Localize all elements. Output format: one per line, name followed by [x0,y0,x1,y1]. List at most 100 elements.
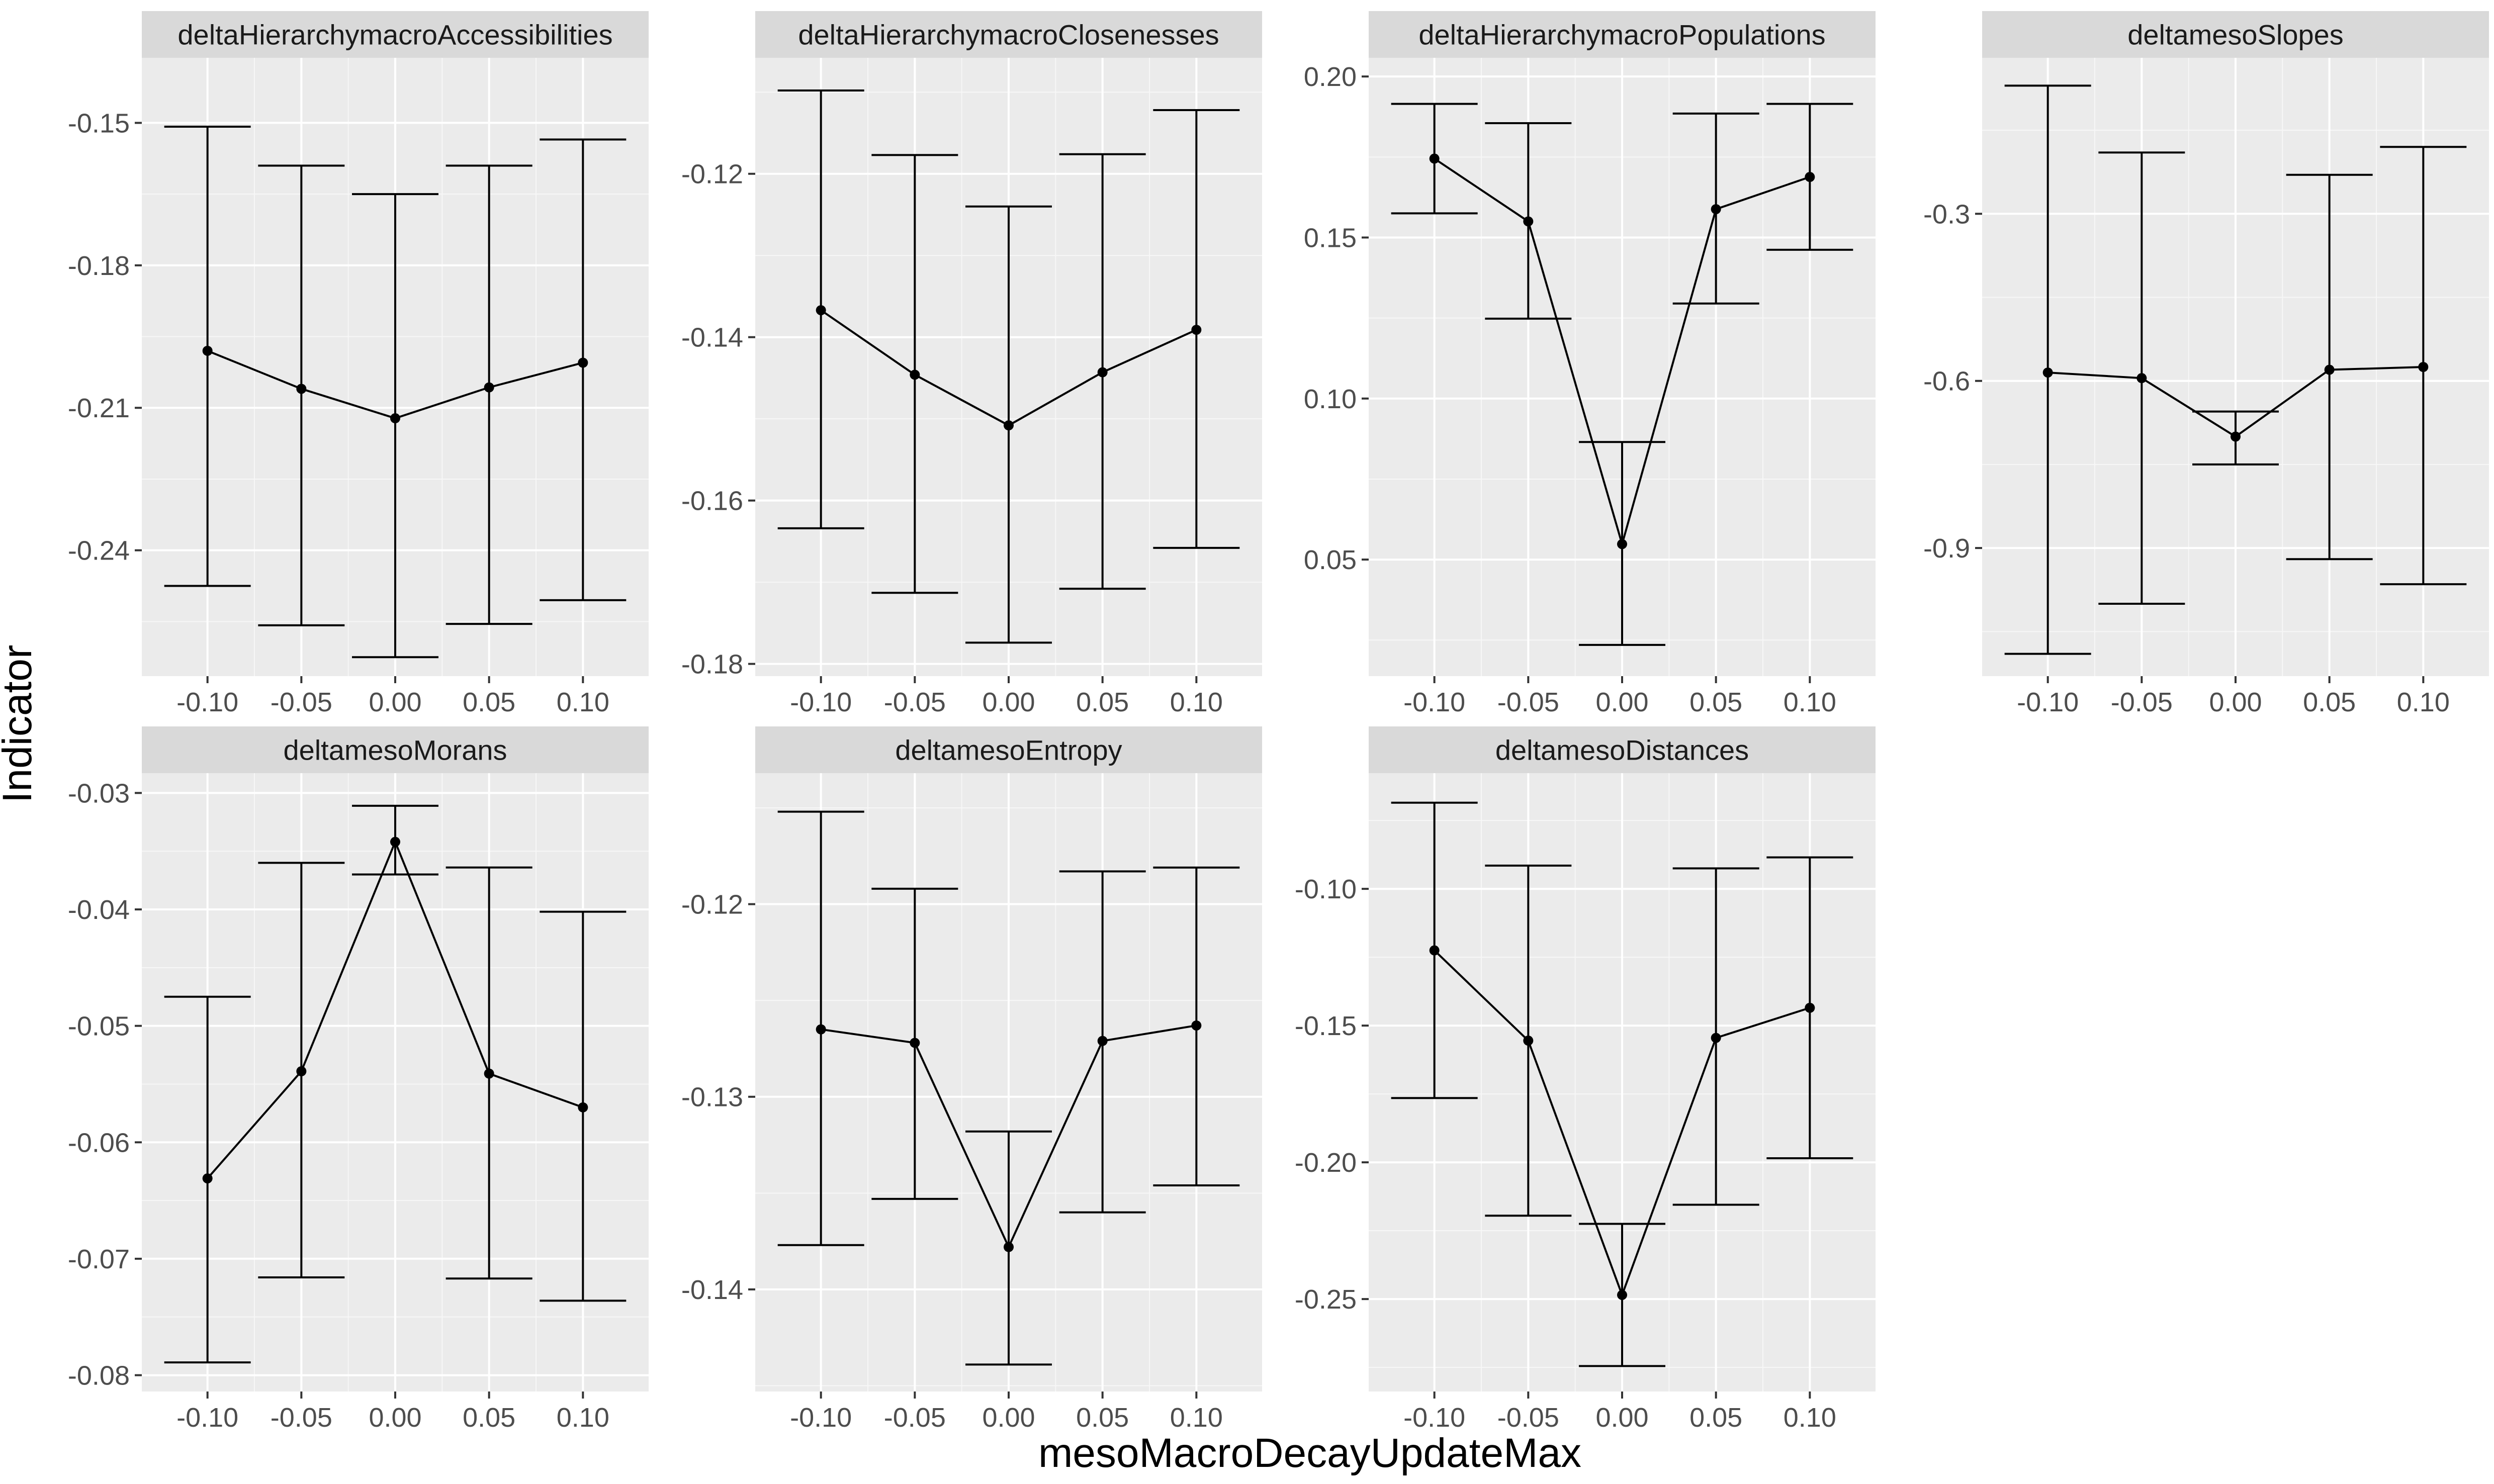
data-point [1617,1289,1627,1300]
data-point [202,345,213,356]
data-point [1523,216,1534,227]
data-point [1711,204,1721,215]
x-tick-label: 0.00 [369,1403,421,1433]
data-point [1191,325,1202,335]
x-tick-label: -0.10 [1403,687,1465,717]
facet-panel: deltamesoSlopes -0.3 -0.6 -0.9 -0.10 -0.05 0.0… [1923,11,2489,717]
facet-strip [142,726,649,773]
x-tick-label: 0.05 [1076,687,1129,717]
data-point [202,1173,213,1184]
y-tick-label: 0.10 [1304,384,1357,414]
data-point [910,1038,920,1048]
x-tick-label: -0.05 [884,687,946,717]
data-point [1617,539,1627,549]
y-tick-label: 0.15 [1304,223,1357,253]
error-bar [258,164,345,626]
x-tick-label: 0.10 [2397,687,2450,717]
y-tick-label: -0.15 [68,108,130,138]
facet-strip-label: deltamesoDistances [1495,734,1749,766]
facet-strip [1369,11,1876,58]
facet-panels: deltaHierarchymacroAccessibilities -0.15 -… [68,11,2489,1433]
data-point [1097,1036,1108,1046]
x-tick-label: 0.00 [982,1403,1035,1433]
x-tick-label: 0.05 [2303,687,2356,717]
y-tick-label: -0.08 [68,1361,130,1391]
facet-strip-label: deltaHierarchymacroPopulations [1418,19,1825,51]
y-tick-label: -0.14 [681,1275,743,1305]
x-tick-label: -0.10 [176,1403,238,1433]
x-tick-label: 0.10 [1170,1403,1223,1433]
x-tick-label: -0.05 [271,687,332,717]
facet-panel: deltamesoMorans -0.03 -0.04 -0.05 -0.06 -0.07… [68,726,649,1433]
y-tick-label: -0.12 [681,890,743,920]
facet-strip [142,11,649,58]
x-tick-label: 0.05 [1076,1403,1129,1433]
y-tick-label: -0.21 [68,393,130,423]
data-point [296,1066,307,1076]
y-tick-label: -0.25 [1295,1284,1357,1315]
data-point [1429,945,1440,956]
x-tick-label: -0.10 [1403,1403,1465,1433]
x-tick-label: 0.00 [1595,1403,1648,1433]
data-point [390,837,400,847]
error-bar [446,164,532,625]
data-point [816,305,826,316]
y-tick-label: -0.13 [681,1082,743,1112]
facet-strip-label: deltaHierarchymacroAccessibilities [177,19,612,51]
facet-panel: deltamesoDistances -0.10 -0.15 -0.20 -0.25 -0… [1295,726,1876,1433]
data-point [296,384,307,394]
data-point [390,413,400,424]
y-tick-label: -0.15 [1295,1011,1357,1041]
x-tick-label: -0.10 [790,687,852,717]
data-point [2231,431,2241,442]
facet-panel: deltamesoEntropy -0.12 -0.13 -0.14 -0.10 -0.0… [681,726,1262,1433]
x-tick-label: 0.00 [2209,687,2262,717]
data-point [1097,367,1108,378]
y-tick-label: -0.3 [1923,199,1970,229]
error-bar [164,125,251,587]
data-point [2136,373,2147,384]
x-tick-label: -0.05 [1497,1403,1559,1433]
facet-strip [1369,726,1876,773]
y-tick-label: -0.04 [68,895,130,925]
x-tick-label: -0.05 [271,1403,332,1433]
data-point [1429,153,1440,164]
x-tick-label: -0.05 [2111,687,2173,717]
data-point [1805,1002,1815,1013]
facet-strip-label: deltamesoMorans [283,734,507,766]
y-tick-label: -0.16 [681,486,743,516]
data-point [484,1068,494,1079]
data-point [1004,420,1014,431]
facet-strip [1982,11,2489,58]
x-tick-label: 0.10 [557,687,609,717]
error-bar [352,193,438,659]
facet-strip-label: deltaHierarchymacroClosenesses [798,19,1219,51]
y-tick-label: -0.20 [1295,1148,1357,1178]
data-point [2418,362,2429,372]
y-tick-label: -0.24 [68,536,130,566]
facet-panel: deltaHierarchymacroClosenesses -0.12 -0.14… [681,11,1262,717]
y-tick-label: -0.14 [681,323,743,353]
data-point [578,357,588,368]
x-tick-label: 0.00 [1595,687,1648,717]
data-point [484,382,494,393]
y-tick-label: -0.12 [681,159,743,190]
facet-strip-label: deltamesoSlopes [2127,19,2344,51]
data-point [1711,1033,1721,1043]
data-point [1805,172,1815,182]
error-bar [540,138,627,601]
data-point [1523,1036,1534,1046]
y-tick-label: -0.07 [68,1244,130,1274]
x-tick-label: -0.10 [2017,687,2079,717]
y-tick-label: -0.06 [68,1128,130,1158]
facet-panel: deltaHierarchymacroAccessibilities -0.15 -… [68,11,649,717]
facet-panel: deltaHierarchymacroPopulations 0.05 0.10 0.… [1304,11,1876,717]
y-axis-title: Indicator [0,645,40,803]
y-tick-label: -0.03 [68,778,130,808]
data-point [1191,1020,1202,1031]
data-point [578,1102,588,1112]
facet-strip [755,726,1262,773]
y-tick-label: 0.20 [1304,62,1357,92]
x-tick-label: -0.10 [790,1403,852,1433]
